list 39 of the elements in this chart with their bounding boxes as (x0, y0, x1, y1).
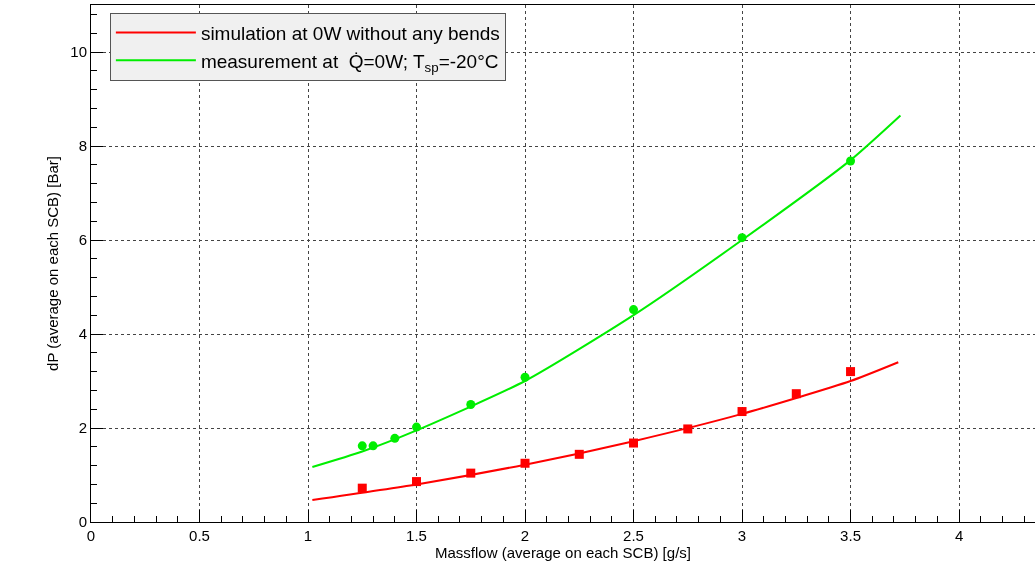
point (846, 367, 856, 377)
point (629, 438, 639, 448)
x-tick-label: 4 (954, 527, 964, 544)
point (357, 483, 367, 493)
point (368, 441, 378, 451)
point (357, 441, 367, 451)
point (412, 422, 422, 432)
y-tick-label: 10 (70, 43, 87, 61)
point (737, 407, 747, 417)
x-tick-label: 2.5 (623, 527, 644, 544)
point (390, 433, 400, 443)
x-tick-label: 1.5 (406, 527, 427, 544)
x-tick-label: 3 (737, 527, 747, 544)
point (574, 449, 584, 459)
point (791, 389, 801, 399)
line-series (311, 114, 902, 469)
x-axis-title: Massflow (average on each SCB) [g/s] (435, 544, 691, 561)
x-tick-label: 2 (520, 527, 530, 544)
x-tick-label: 1 (303, 527, 313, 544)
x-tick-label: 0.5 (189, 527, 210, 544)
point (466, 468, 476, 478)
y-tick-label: 0 (78, 513, 87, 531)
point (412, 477, 422, 487)
point (846, 156, 856, 166)
legend-label: measurement at Q̇=0W; T$_{sp}$=-20°C (200, 50, 499, 75)
point (683, 424, 693, 434)
point (520, 372, 530, 382)
point (466, 400, 476, 409)
line-series (311, 361, 900, 501)
y-tick-label: 8 (78, 137, 87, 155)
point (629, 305, 639, 315)
point (520, 458, 530, 468)
legend-label: simulation at 0W without any bends (200, 23, 500, 45)
y-tick-label: 2 (78, 419, 87, 437)
y-tick-label: 6 (78, 231, 87, 249)
x-tick-label: 3.5 (840, 527, 861, 544)
y-axis-title: dP (average on each SCB) [Bar] (43, 156, 61, 371)
y-tick-label: 4 (78, 325, 87, 343)
point (737, 233, 747, 243)
